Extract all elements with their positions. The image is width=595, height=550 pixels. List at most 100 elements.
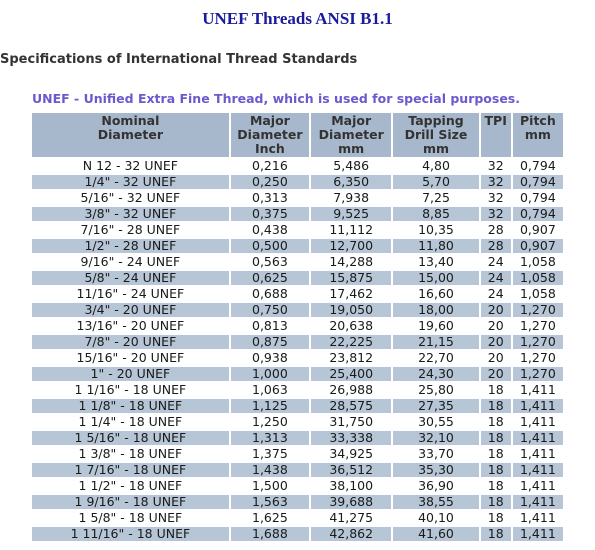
cell-pitch-mm: 1,411 — [512, 479, 563, 493]
table-row: 1 5/16" - 18 UNEF 1,313 33,338 32,10 18 1,411 — [32, 431, 563, 445]
cell-major-diameter-mm: 5,486 — [311, 159, 392, 173]
cell-major-diameter-mm: 34,925 — [311, 447, 392, 461]
cell-major-diameter-inch: 0,813 — [230, 319, 310, 333]
cell-major-diameter-mm: 19,050 — [311, 303, 392, 317]
cell-major-diameter-mm: 39,688 — [311, 495, 392, 509]
cell-tapping-drill-size: 24,30 — [393, 367, 479, 381]
cell-pitch-mm: 1,411 — [512, 527, 563, 541]
cell-nominal-diameter: N 12 - 32 UNEF — [32, 159, 229, 173]
cell-pitch-mm: 0,794 — [512, 175, 563, 189]
cell-tpi: 32 — [480, 175, 511, 189]
cell-major-diameter-inch: 1,500 — [230, 479, 310, 493]
cell-tapping-drill-size: 32,10 — [393, 431, 479, 445]
cell-major-diameter-mm: 26,988 — [311, 383, 392, 397]
table-row: 5/8" - 24 UNEF 0,625 15,875 15,00 24 1,058 — [32, 271, 563, 285]
cell-pitch-mm: 1,270 — [512, 303, 563, 317]
cell-nominal-diameter: 1 3/8" - 18 UNEF — [32, 447, 229, 461]
cell-major-diameter-inch: 0,375 — [230, 207, 310, 221]
cell-tpi: 20 — [480, 319, 511, 333]
cell-tpi: 18 — [480, 383, 511, 397]
cell-nominal-diameter: 1/2" - 28 UNEF — [32, 239, 229, 253]
cell-nominal-diameter: 3/4" - 20 UNEF — [32, 303, 229, 317]
header-tapping-drill-size: Tapping Drill Size mm — [393, 113, 479, 157]
table-body: N 12 - 32 UNEF 0,216 5,486 4,80 32 0,794 1/4" … — [32, 159, 563, 541]
cell-major-diameter-mm: 12,700 — [311, 239, 392, 253]
cell-pitch-mm: 0,794 — [512, 191, 563, 205]
header-major-diameter-mm: Major Diameter mm — [311, 113, 392, 157]
table-row: 1 3/8" - 18 UNEF 1,375 34,925 33,70 18 1,411 — [32, 447, 563, 461]
cell-pitch-mm: 1,058 — [512, 287, 563, 301]
table-row: 1 5/8" - 18 UNEF 1,625 41,275 40,10 18 1,411 — [32, 511, 563, 525]
cell-tapping-drill-size: 4,80 — [393, 159, 479, 173]
cell-nominal-diameter: 3/8" - 32 UNEF — [32, 207, 229, 221]
cell-major-diameter-mm: 42,862 — [311, 527, 392, 541]
cell-major-diameter-mm: 17,462 — [311, 287, 392, 301]
cell-major-diameter-inch: 1,125 — [230, 399, 310, 413]
cell-nominal-diameter: 1 11/16" - 18 UNEF — [32, 527, 229, 541]
cell-major-diameter-inch: 0,500 — [230, 239, 310, 253]
cell-major-diameter-mm: 15,875 — [311, 271, 392, 285]
table-caption: UNEF - Unified Extra Fine Thread, which … — [32, 91, 521, 106]
cell-major-diameter-inch: 1,563 — [230, 495, 310, 509]
cell-nominal-diameter: 9/16" - 24 UNEF — [32, 255, 229, 269]
cell-pitch-mm: 1,270 — [512, 335, 563, 349]
cell-nominal-diameter: 1/4" - 32 UNEF — [32, 175, 229, 189]
cell-tpi: 18 — [480, 447, 511, 461]
cell-major-diameter-inch: 0,688 — [230, 287, 310, 301]
cell-tapping-drill-size: 16,60 — [393, 287, 479, 301]
table-row: N 12 - 32 UNEF 0,216 5,486 4,80 32 0,794 — [32, 159, 563, 173]
header-pitch-mm: Pitch mm — [512, 113, 563, 157]
cell-nominal-diameter: 1 1/16" - 18 UNEF — [32, 383, 229, 397]
table-row: 15/16" - 20 UNEF 0,938 23,812 22,70 20 1,270 — [32, 351, 563, 365]
cell-pitch-mm: 1,411 — [512, 463, 563, 477]
cell-tpi: 28 — [480, 223, 511, 237]
cell-tpi: 20 — [480, 367, 511, 381]
cell-major-diameter-inch: 1,250 — [230, 415, 310, 429]
cell-major-diameter-inch: 0,250 — [230, 175, 310, 189]
cell-tpi: 20 — [480, 303, 511, 317]
cell-major-diameter-mm: 6,350 — [311, 175, 392, 189]
table-row: 1 1/8" - 18 UNEF 1,125 28,575 27,35 18 1,411 — [32, 399, 563, 413]
cell-pitch-mm: 1,270 — [512, 319, 563, 333]
cell-tapping-drill-size: 13,40 — [393, 255, 479, 269]
cell-tpi: 18 — [480, 399, 511, 413]
cell-tapping-drill-size: 22,70 — [393, 351, 479, 365]
header-major-diameter-inch: Major Diameter Inch — [230, 113, 310, 157]
cell-major-diameter-inch: 1,063 — [230, 383, 310, 397]
cell-nominal-diameter: 5/16" - 32 UNEF — [32, 191, 229, 205]
cell-tapping-drill-size: 40,10 — [393, 511, 479, 525]
cell-tpi: 18 — [480, 479, 511, 493]
cell-tpi: 18 — [480, 527, 511, 541]
cell-tapping-drill-size: 5,70 — [393, 175, 479, 189]
cell-tpi: 32 — [480, 191, 511, 205]
cell-tpi: 24 — [480, 271, 511, 285]
cell-major-diameter-mm: 14,288 — [311, 255, 392, 269]
cell-major-diameter-mm: 11,112 — [311, 223, 392, 237]
cell-tpi: 32 — [480, 207, 511, 221]
cell-nominal-diameter: 7/16" - 28 UNEF — [32, 223, 229, 237]
cell-nominal-diameter: 1 5/8" - 18 UNEF — [32, 511, 229, 525]
table-row: 1 1/16" - 18 UNEF 1,063 26,988 25,80 18 1,411 — [32, 383, 563, 397]
cell-tpi: 28 — [480, 239, 511, 253]
table-row: 1 1/4" - 18 UNEF 1,250 31,750 30,55 18 1,411 — [32, 415, 563, 429]
cell-major-diameter-mm: 38,100 — [311, 479, 392, 493]
cell-tapping-drill-size: 36,90 — [393, 479, 479, 493]
page-title: UNEF Threads ANSI B1.1 — [202, 9, 393, 28]
cell-tapping-drill-size: 27,35 — [393, 399, 479, 413]
cell-tapping-drill-size: 35,30 — [393, 463, 479, 477]
cell-major-diameter-inch: 0,563 — [230, 255, 310, 269]
cell-nominal-diameter: 1 9/16" - 18 UNEF — [32, 495, 229, 509]
cell-major-diameter-inch: 1,438 — [230, 463, 310, 477]
cell-major-diameter-inch: 0,216 — [230, 159, 310, 173]
cell-major-diameter-inch: 0,875 — [230, 335, 310, 349]
cell-pitch-mm: 1,270 — [512, 367, 563, 381]
table-row: 1/2" - 28 UNEF 0,500 12,700 11,80 28 0,907 — [32, 239, 563, 253]
thread-spec-table: Nominal Diameter Major Diameter Inch Major D… — [30, 111, 565, 543]
cell-tapping-drill-size: 8,85 — [393, 207, 479, 221]
cell-tpi: 20 — [480, 351, 511, 365]
cell-nominal-diameter: 15/16" - 20 UNEF — [32, 351, 229, 365]
cell-major-diameter-mm: 31,750 — [311, 415, 392, 429]
table-row: 1" - 20 UNEF 1,000 25,400 24,30 20 1,270 — [32, 367, 563, 381]
cell-nominal-diameter: 1 1/4" - 18 UNEF — [32, 415, 229, 429]
cell-major-diameter-inch: 0,938 — [230, 351, 310, 365]
